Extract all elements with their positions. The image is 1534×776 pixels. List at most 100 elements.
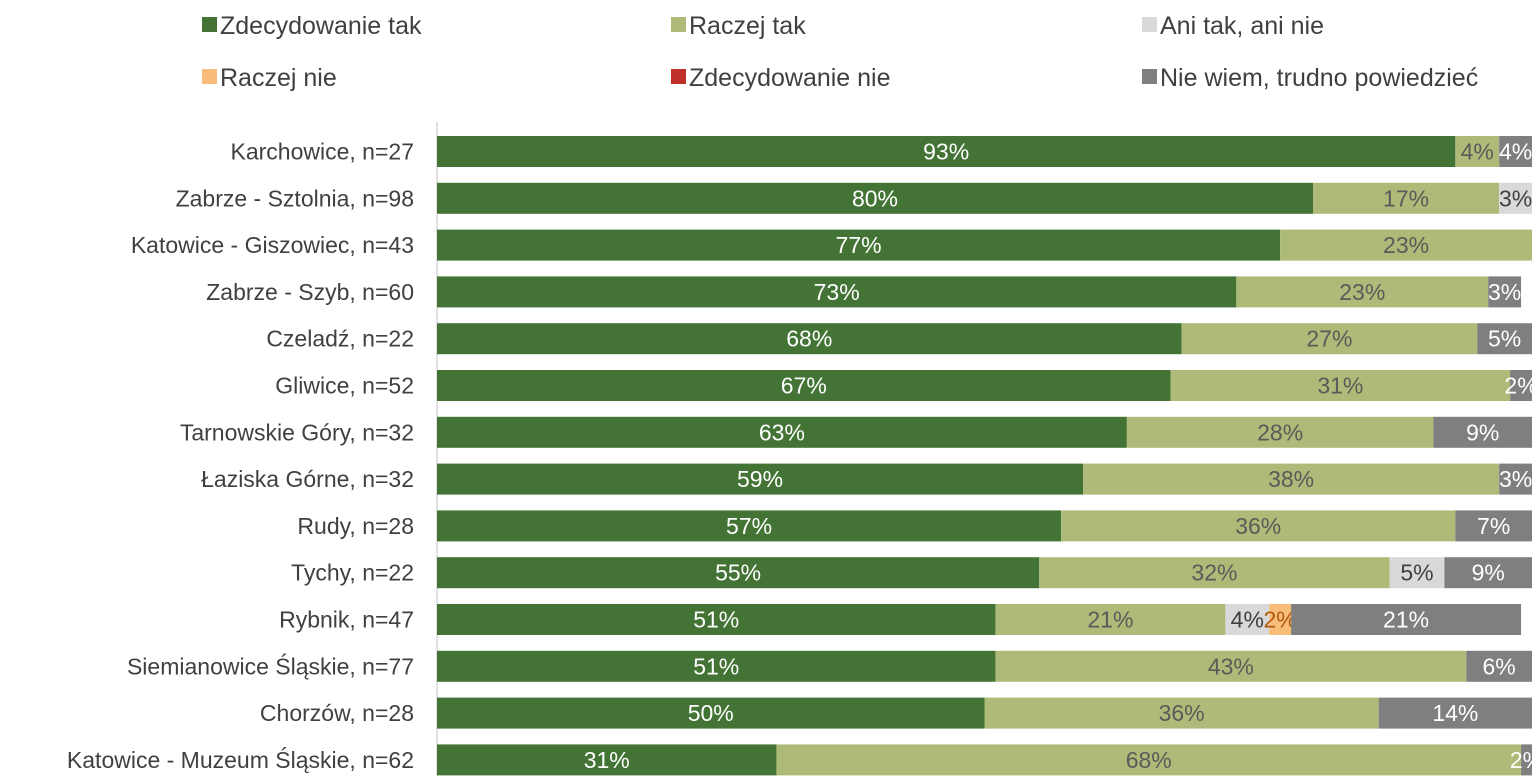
data-label: 36%: [1159, 700, 1205, 726]
bar-segment-raczej-tak: [1455, 136, 1500, 167]
bar-segment-raczej-tak: [1126, 416, 1434, 448]
legend-label-ani-tak-ani-nie: Ani tak, ani nie: [1160, 12, 1324, 40]
bar-segment-raczej-tak: [1280, 229, 1532, 261]
legend-swatch-zdecydowanie-tak: [202, 17, 217, 32]
category-label: Rybnik, n=47: [279, 607, 414, 633]
data-label: 80%: [852, 185, 898, 211]
category-label: Katowice - Giszowiec, n=43: [131, 232, 414, 258]
bar-segment-zdecydowanie-tak: [437, 182, 1313, 214]
data-label: 2%: [1504, 373, 1534, 399]
data-label: 6%: [1483, 653, 1516, 679]
data-label: 17%: [1383, 185, 1429, 211]
bar-segment-nie-wiem-trudno-powiedziec: [1521, 744, 1532, 776]
category-label: Tychy, n=22: [291, 560, 414, 586]
bar-segment-nie-wiem-trudno-powiedziec: [1477, 323, 1532, 355]
data-label: 9%: [1466, 419, 1499, 445]
category-label: Gliwice, n=52: [275, 373, 414, 399]
category-label: Łaziska Górne, n=32: [201, 466, 414, 492]
data-label: 93%: [923, 139, 969, 165]
bar-segment-nie-wiem-trudno-powiedziec: [1444, 557, 1532, 589]
bar-segment-ani-tak-ani-nie: [1389, 557, 1445, 589]
bar-segment-raczej-tak: [1170, 370, 1511, 401]
data-label: 50%: [688, 700, 734, 726]
bar-segment-zdecydowanie-tak: [437, 697, 985, 729]
data-label: 5%: [1488, 326, 1521, 352]
data-label: 9%: [1472, 560, 1505, 586]
data-label: 51%: [693, 607, 739, 633]
bar-segment-zdecydowanie-tak: [437, 650, 996, 682]
bars: 93% 4% 4%80% 17% 3%77% 23%73% 23% 3%68% 27% 5%67%…: [437, 136, 1534, 776]
bar-segment-zdecydowanie-tak: [437, 510, 1062, 542]
bar-segment-raczej-tak: [1236, 276, 1489, 308]
legend-label-nie-wiem-trudno-powiedziec: Nie wiem, trudno powiedzieć: [1160, 64, 1478, 92]
bar-segment-zdecydowanie-tak: [437, 463, 1084, 495]
bar-segment-zdecydowanie-tak: [437, 323, 1182, 355]
bar-segment-zdecydowanie-tak: [437, 370, 1171, 401]
data-label: 2%: [1510, 747, 1534, 773]
bar-segment-zdecydowanie-tak: [437, 136, 1456, 167]
bar-segment-raczej-tak: [995, 604, 1226, 635]
data-label: 67%: [781, 373, 827, 399]
category-label: Tarnowskie Góry, n=32: [180, 419, 414, 445]
legend: Zdecydowanie tak Raczej tak Ani tak, ani n…: [202, 12, 1478, 92]
bar-segment-nie-wiem-trudno-powiedziec: [1499, 463, 1532, 495]
bar-segment-raczej-tak: [984, 697, 1379, 729]
bar-segment-raczej-nie: [1269, 604, 1292, 635]
data-label: 4%: [1499, 139, 1532, 165]
data-label: 3%: [1499, 185, 1532, 211]
bar-segment-zdecydowanie-tak: [437, 416, 1127, 448]
bar-segment-nie-wiem-trudno-powiedziec: [1466, 650, 1532, 682]
legend-swatch-nie-wiem-trudno-powiedziec: [1142, 69, 1157, 84]
category-label: Czeladź, n=22: [266, 326, 414, 352]
bar-segment-nie-wiem-trudno-powiedziec: [1488, 276, 1522, 308]
legend-label-raczej-nie: Raczej nie: [220, 64, 337, 92]
data-label: 3%: [1488, 279, 1521, 305]
category-label: Rudy, n=28: [297, 513, 414, 539]
data-label: 28%: [1257, 419, 1303, 445]
bar-segment-raczej-tak: [1083, 463, 1500, 495]
legend-swatch-raczej-tak: [671, 17, 686, 32]
data-label: 36%: [1235, 513, 1281, 539]
bar-segment-nie-wiem-trudno-powiedziec: [1499, 136, 1532, 167]
data-label: 77%: [836, 232, 882, 258]
legend-swatch-zdecydowanie-nie: [671, 69, 686, 84]
data-label: 21%: [1087, 607, 1133, 633]
data-label: 68%: [786, 326, 832, 352]
data-label: 31%: [584, 747, 630, 773]
bar-segment-zdecydowanie-tak: [437, 744, 777, 776]
bar-segment-raczej-tak: [1181, 323, 1478, 355]
data-label: 43%: [1208, 653, 1254, 679]
bar-segment-zdecydowanie-tak: [437, 229, 1281, 261]
category-label: Zabrze - Sztolnia, n=98: [176, 185, 414, 211]
bar-segment-nie-wiem-trudno-powiedziec: [1510, 370, 1532, 401]
bar-segment-nie-wiem-trudno-powiedziec: [1378, 697, 1532, 729]
data-label: 32%: [1191, 560, 1237, 586]
data-label: 68%: [1126, 747, 1172, 773]
bar-segment-ani-tak-ani-nie: [1499, 182, 1532, 214]
data-label: 14%: [1432, 700, 1478, 726]
bar-segment-zdecydowanie-tak: [437, 557, 1040, 589]
category-label: Karchowice, n=27: [231, 139, 414, 165]
legend-label-zdecydowanie-nie: Zdecydowanie nie: [689, 64, 891, 92]
data-label: 23%: [1339, 279, 1385, 305]
category-label: Katowice - Muzeum Śląskie, n=62: [67, 746, 414, 773]
data-label: 63%: [759, 419, 805, 445]
legend-swatch-ani-tak-ani-nie: [1142, 17, 1157, 32]
data-label: 38%: [1268, 466, 1314, 492]
category-label: Chorzów, n=28: [260, 700, 414, 726]
bar-segment-zdecydowanie-tak: [437, 604, 996, 635]
bar-segment-zdecydowanie-tak: [437, 276, 1237, 308]
bar-segment-nie-wiem-trudno-powiedziec: [1433, 416, 1532, 448]
bar-segment-nie-wiem-trudno-powiedziec: [1455, 510, 1532, 542]
bar-segment-raczej-tak: [995, 650, 1467, 682]
data-label: 51%: [693, 653, 739, 679]
legend-label-zdecydowanie-tak: Zdecydowanie tak: [220, 12, 422, 40]
bar-segment-ani-tak-ani-nie: [1225, 604, 1270, 635]
data-label: 55%: [715, 560, 761, 586]
data-label: 59%: [737, 466, 783, 492]
data-label: 4%: [1461, 139, 1494, 165]
category-labels: Karchowice, n=27 Zabrze - Sztolnia, n=98 K…: [67, 139, 414, 773]
data-label: 3%: [1499, 466, 1532, 492]
bar-segment-raczej-tak: [1313, 182, 1500, 214]
bar-segment-raczej-tak: [1061, 510, 1456, 542]
